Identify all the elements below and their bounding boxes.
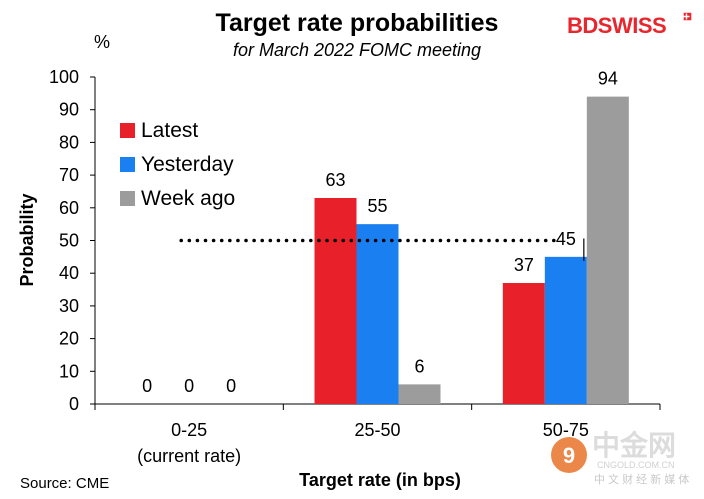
chart-title: Target rate probabilities bbox=[216, 9, 499, 37]
y-tick-label: 10 bbox=[59, 361, 79, 381]
legend-swatch bbox=[120, 191, 135, 206]
y-tick-label: 60 bbox=[59, 198, 79, 218]
swiss-cross-icon bbox=[682, 11, 693, 22]
y-tick-label: 20 bbox=[59, 329, 79, 349]
bar bbox=[398, 384, 441, 404]
legend-label: Yesterday bbox=[141, 153, 234, 176]
bar-value-label: 6 bbox=[414, 356, 424, 376]
unit-label: % bbox=[94, 32, 110, 52]
bar-value-label: 0 bbox=[226, 376, 236, 396]
y-tick-label: 90 bbox=[59, 100, 79, 120]
bar-value-label: 0 bbox=[142, 376, 152, 396]
bar bbox=[544, 256, 587, 404]
x-axis-title: Target rate (in bps) bbox=[299, 470, 461, 490]
bar bbox=[502, 283, 545, 404]
cngold-watermark: 9 中金网 CNGOLD.COM.CN 中 文 财 经 新 媒 体 bbox=[551, 429, 689, 486]
bar-value-label: 94 bbox=[598, 69, 618, 89]
y-axis-title: Probability bbox=[17, 193, 37, 286]
legend-label: Latest bbox=[141, 119, 198, 142]
bar-value-label: 45 bbox=[556, 229, 576, 249]
watermark-url: CNGOLD.COM.CN bbox=[597, 460, 675, 470]
source-note: Source: CME bbox=[20, 475, 109, 492]
bar-value-label: 55 bbox=[367, 196, 387, 216]
x-tick-label: 25-50 bbox=[354, 420, 400, 440]
bar bbox=[356, 224, 399, 404]
y-tick-label: 80 bbox=[59, 132, 79, 152]
cngold-logo-icon bbox=[551, 437, 587, 473]
watermark-tagline: 中 文 财 经 新 媒 体 bbox=[594, 472, 689, 486]
y-tick-label: 0 bbox=[69, 394, 79, 414]
bar bbox=[586, 96, 629, 405]
bar bbox=[314, 197, 357, 404]
legend-label: Week ago bbox=[141, 187, 235, 210]
bar-value-label: 0 bbox=[184, 376, 194, 396]
y-tick-label: 50 bbox=[59, 231, 79, 251]
x-tick-label: 50-75 bbox=[543, 420, 589, 440]
bar-value-label: 37 bbox=[514, 255, 534, 275]
y-tick-label: 70 bbox=[59, 165, 79, 185]
cngold-logo-glyph: 9 bbox=[563, 443, 575, 468]
legend-swatch bbox=[120, 123, 135, 138]
x-tick-label: 0-25 bbox=[171, 420, 207, 440]
legend-swatch bbox=[120, 157, 135, 172]
x-tick-label-sub: (current rate) bbox=[137, 446, 241, 466]
y-tick-label: 30 bbox=[59, 296, 79, 316]
watermark-cn: 中金网 bbox=[592, 429, 676, 461]
bdswiss-logo: BDSWISS bbox=[567, 11, 693, 38]
y-tick-label: 100 bbox=[49, 67, 79, 87]
bdswiss-logo-text: BDSWISS bbox=[567, 13, 666, 38]
bar-value-label: 63 bbox=[325, 170, 345, 190]
y-tick-label: 40 bbox=[59, 263, 79, 283]
chart-subtitle: for March 2022 FOMC meeting bbox=[233, 40, 481, 60]
